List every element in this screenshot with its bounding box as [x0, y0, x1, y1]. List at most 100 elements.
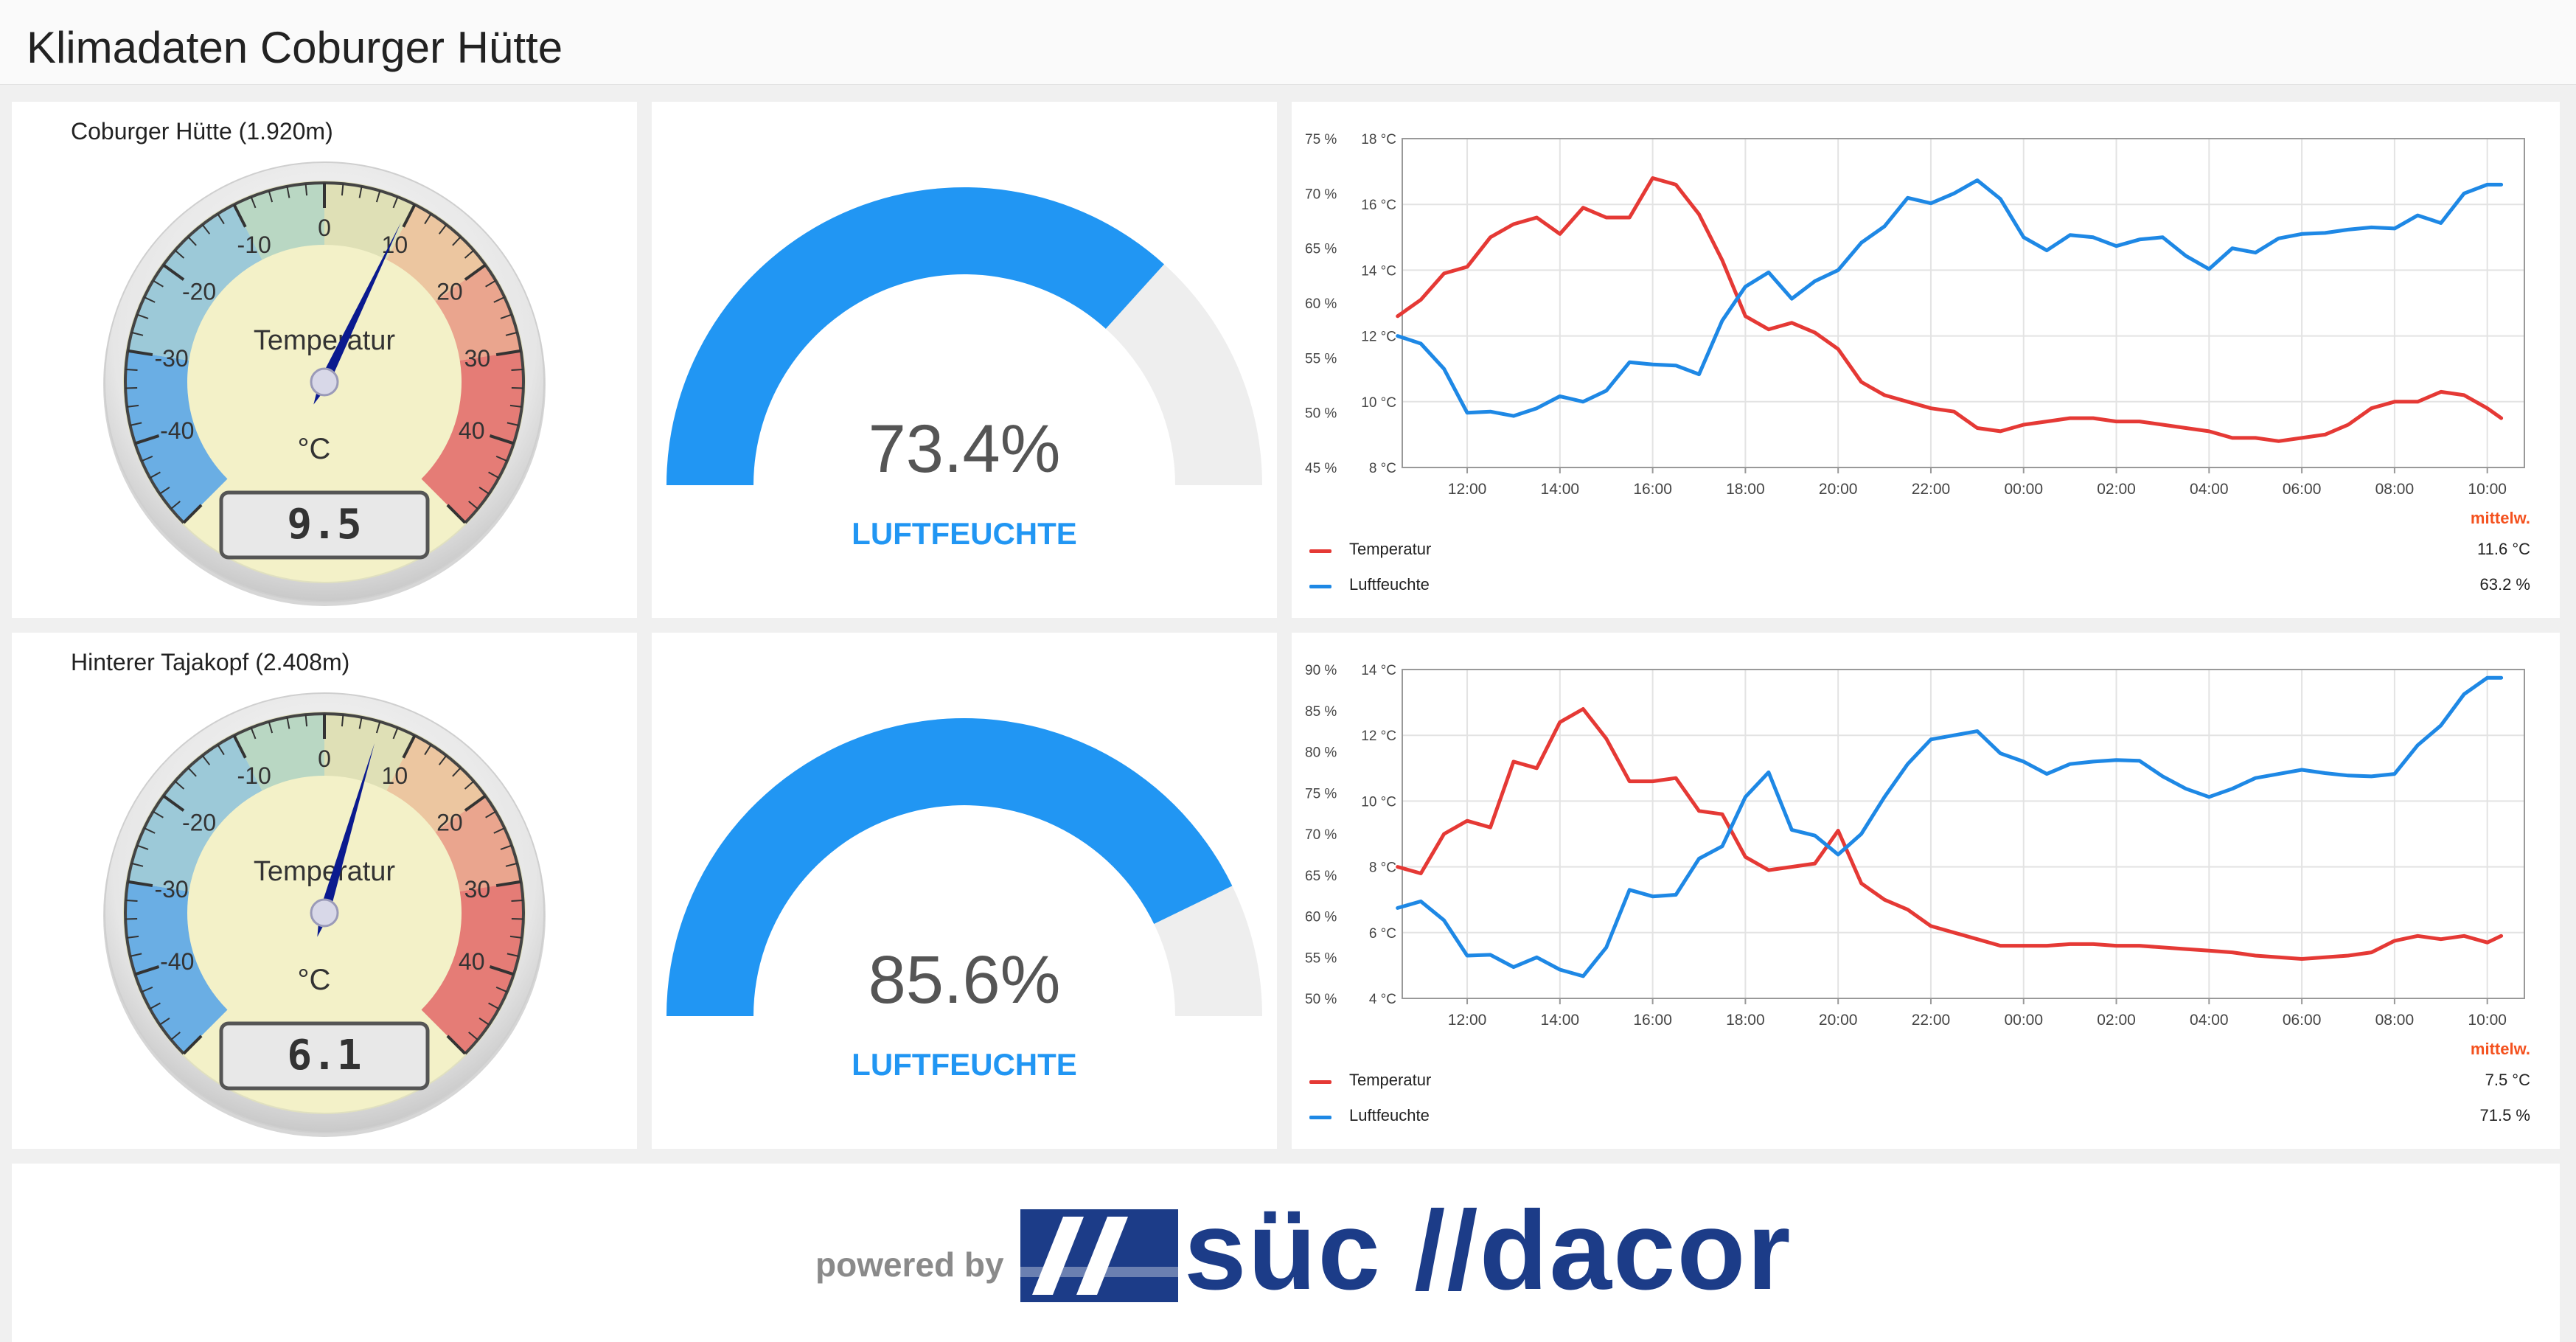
humidity-label: LUFTFEUCHTE	[852, 516, 1077, 551]
chart-panel-1: 8 °C 10 °C 12 °C 14 °C 16 °C 18 °C 45 % 50 % 55 …	[1292, 102, 2560, 618]
gauge-needle	[313, 222, 401, 405]
chart-humidity-tick-label: 50 %	[1305, 406, 1337, 422]
gauge-tick	[485, 810, 496, 818]
chart-x-tick-label: 04:00	[2190, 1012, 2229, 1029]
gauge-tick	[375, 190, 381, 203]
gauge-band	[421, 881, 523, 1054]
gauge-tick-label: -20	[182, 279, 216, 305]
chart-temp-tick-label: 12 °C	[1361, 330, 1396, 345]
chart-x-tick-label: 00:00	[2004, 481, 2043, 498]
gauge-tick	[268, 721, 274, 734]
legend-mean-temperature: 7.5 °C	[2485, 1071, 2530, 1089]
chart-x-tick-label: 04:00	[2190, 481, 2229, 498]
station-name-2: Hinterer Tajakopf (2.408m)	[71, 649, 350, 675]
gauge-tick	[489, 434, 515, 445]
gauge-tick	[217, 744, 225, 756]
chart-plot-border	[1402, 669, 2525, 999]
gauge-tick	[493, 827, 505, 834]
gauge-tick	[464, 263, 487, 281]
humidity-value: 73.4%	[868, 411, 1061, 487]
station-name-1: Coburger Hütte (1.920m)	[71, 118, 333, 145]
humidity-panel-2: 85.6% LUFTFEUCHTE	[652, 633, 1277, 1149]
gauge-tick	[495, 349, 521, 357]
humidity-gauge-1: 73.4% LUFTFEUCHTE	[666, 187, 1262, 551]
chart-x-tick-label: 16:00	[1633, 481, 1672, 498]
chart-x-tick-label: 08:00	[2375, 1012, 2415, 1029]
gauge-tick	[392, 196, 399, 209]
chart-temp-tick-label: 10 °C	[1361, 395, 1396, 411]
chart-x-tick-label: 02:00	[2097, 481, 2136, 498]
gauge-tick	[485, 279, 496, 288]
gauge-tick-label: -10	[237, 232, 271, 258]
gauge-tick	[500, 844, 512, 850]
gauge-tick	[511, 900, 523, 903]
gauge-tick	[495, 455, 508, 462]
chart-x-tick-label: 00:00	[2004, 1012, 2043, 1029]
chart-plot-area	[1402, 669, 2525, 999]
gauge-tick	[495, 880, 521, 888]
gauge-value: 6.1	[287, 1032, 361, 1079]
gauge-tick	[493, 296, 505, 303]
gauge-tick	[464, 794, 487, 812]
gauge-tick	[201, 224, 211, 234]
thermometer-panel-1: Coburger Hütte (1.920m) -40 -30 -20 -10 0 10 2…	[12, 102, 637, 618]
gauge-tick	[153, 279, 164, 288]
logo-text: süc //dacor	[1184, 1188, 1792, 1313]
legend-swatch-temperature	[1309, 549, 1331, 553]
gauge-tick	[182, 504, 203, 524]
gauge-tick-label: 30	[464, 876, 491, 903]
chart-temp-tick-label: 4 °C	[1369, 992, 1396, 1007]
chart-humidity-tick-label: 50 %	[1305, 992, 1337, 1007]
gauge-label: Temperatur	[254, 856, 396, 887]
gauge-tick	[174, 249, 185, 259]
gauge-band	[234, 714, 324, 791]
gauge-tick	[162, 794, 185, 812]
gauge-band	[386, 204, 486, 302]
chart-humidity-tick-label: 60 %	[1305, 910, 1337, 925]
legend-row-humidity-1: Luftfeuchte 63.2 %	[1292, 575, 2560, 597]
gauge-tick-label: -30	[154, 345, 188, 372]
gauge-tick	[144, 296, 156, 303]
gauge-hub	[310, 898, 339, 928]
gauge-tick	[141, 986, 153, 993]
legend-label-humidity: Luftfeuchte	[1349, 1106, 1430, 1124]
gauge-tick	[149, 471, 161, 479]
gauge-tick	[464, 780, 475, 790]
page-title: Klimadaten Coburger Hütte	[27, 23, 563, 72]
gauge-tick	[131, 331, 144, 336]
gauge-tick-label: 20	[436, 810, 463, 836]
gauge-tick	[511, 386, 523, 389]
gauge-tick	[452, 767, 462, 777]
chart-x-tick-label: 02:00	[2097, 1012, 2136, 1029]
chart-humidity-tick-label: 45 %	[1305, 461, 1337, 476]
thermometer-panel-2: Hinterer Tajakopf (2.408m) -40 -30 -20 -10 0…	[12, 633, 637, 1149]
chart-x-tick-label: 18:00	[1726, 481, 1765, 498]
humidity-value: 85.6%	[868, 942, 1061, 1018]
gauge-tick	[452, 236, 462, 246]
gauge-tick	[402, 204, 417, 228]
gauge-tick	[125, 900, 138, 903]
humidity-fill	[666, 187, 1164, 485]
gauge-tick	[488, 1002, 500, 1009]
gauge-tick	[392, 727, 399, 740]
gauge-tick	[134, 434, 160, 445]
chart-series-humidity	[1396, 675, 2504, 978]
gauge-tick	[500, 313, 512, 319]
gauge-tick	[159, 486, 170, 495]
gauge-tick-label: 0	[318, 745, 331, 772]
chart-humidity-tick-label: 90 %	[1305, 663, 1337, 678]
gauge-tick-label: -20	[182, 810, 216, 836]
gauge-tick	[136, 313, 149, 319]
gauge-tick	[125, 386, 138, 389]
gauge-tick	[304, 715, 308, 727]
gauge-tick	[478, 1017, 490, 1026]
chart-humidity-tick-label: 80 %	[1305, 745, 1337, 761]
chart-x-tick-label: 18:00	[1726, 1012, 1765, 1029]
gauge-tick	[125, 369, 138, 372]
gauge-tick	[268, 190, 274, 203]
gauge-tick	[358, 717, 363, 729]
gauge-band	[421, 350, 523, 523]
chart-temp-tick-label: 18 °C	[1361, 132, 1396, 147]
chart-temp-tick-label: 14 °C	[1361, 263, 1396, 279]
chart-x-tick-label: 14:00	[1541, 481, 1580, 498]
